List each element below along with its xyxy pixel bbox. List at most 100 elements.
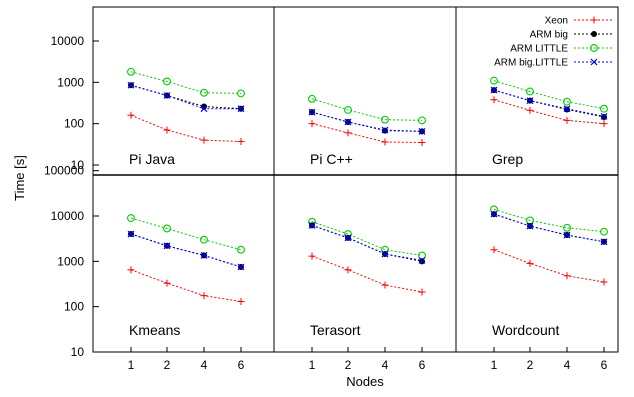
x-tick-label: 2 — [164, 358, 171, 372]
data-point-arm-little — [308, 94, 316, 103]
panel-title: Wordcount — [492, 322, 560, 338]
series-line-arm-little — [311, 221, 423, 256]
data-point-xeon — [418, 288, 426, 296]
data-point-arm-big-little — [418, 256, 426, 264]
panel-title: Grep — [492, 151, 523, 167]
data-point-arm-big-little — [600, 112, 608, 120]
x-axis-label: Nodes — [346, 374, 384, 389]
series-line-arm-little — [493, 80, 605, 110]
data-point-arm-big-little — [308, 221, 316, 229]
y-tick-label: 10 — [71, 158, 85, 172]
data-point-arm-big — [419, 258, 425, 265]
legend-label: ARM big — [530, 30, 568, 41]
data-point-xeon — [163, 126, 171, 134]
y-tick-label: 100 — [64, 300, 84, 314]
data-point-xeon — [526, 106, 534, 114]
data-point-arm-big-little — [237, 105, 245, 113]
panel-wordcount — [490, 205, 608, 286]
series-line-arm-big — [130, 84, 242, 110]
data-point-xeon — [237, 138, 245, 146]
panel-pi-java — [127, 67, 245, 146]
data-point-arm-little — [563, 97, 571, 106]
data-point-xeon — [127, 266, 135, 274]
data-point-arm-big-little — [344, 118, 352, 126]
data-point-arm-little — [381, 115, 389, 124]
series-line-arm-little — [130, 71, 242, 94]
panel-frames — [92, 6, 619, 353]
data-point-arm-little — [200, 88, 208, 97]
data-point-arm-little — [163, 224, 171, 233]
data-point-xeon — [200, 136, 208, 144]
data-point-arm-little — [600, 227, 608, 236]
series-line-arm-big-little — [493, 213, 605, 243]
panel-title: Pi C++ — [310, 151, 353, 167]
data-point-xeon — [200, 292, 208, 300]
data-point-arm-little — [127, 214, 135, 223]
series-line-xeon — [130, 114, 242, 143]
data-point-xeon — [127, 111, 135, 119]
y-tick-label: 100 — [64, 117, 84, 131]
data-point-arm-big-little — [526, 97, 534, 105]
x-tick-label: 1 — [491, 358, 498, 372]
legend-label: ARM big.LITTLE — [494, 58, 568, 69]
data-point-arm-little — [127, 67, 135, 76]
data-point-arm-big-little — [600, 238, 608, 246]
y-tick-label: 10000 — [51, 34, 85, 48]
data-point-xeon — [526, 259, 534, 267]
panel-title: Pi Java — [129, 151, 175, 167]
x-tick-label: 4 — [201, 358, 208, 372]
data-point-xeon — [600, 120, 608, 128]
data-point-arm-little — [418, 116, 426, 125]
data-point-arm-big-little — [308, 108, 316, 116]
data-point-xeon — [563, 116, 571, 124]
data-point-arm-big-little — [163, 92, 171, 99]
series-line-xeon — [493, 99, 605, 125]
data-point-xeon — [490, 96, 498, 104]
legend-marker — [591, 31, 597, 37]
data-point-xeon — [308, 252, 316, 260]
series-line-arm-little — [311, 98, 423, 121]
y-tick-label: 1000 — [57, 75, 84, 89]
panel-kmeans — [127, 214, 245, 306]
y-tick-label: 1000 — [57, 254, 84, 268]
data-point-xeon — [237, 298, 245, 306]
data-point-xeon — [344, 129, 352, 137]
data-series — [127, 67, 608, 306]
data-point-arm-big-little — [526, 222, 534, 230]
panel-title: Kmeans — [129, 322, 180, 338]
data-point-arm-big-little — [200, 105, 208, 113]
data-point-arm-little — [600, 104, 608, 113]
series-line-arm-big-little — [311, 224, 423, 261]
series-line-xeon — [493, 249, 605, 283]
data-point-arm-big-little — [200, 252, 208, 259]
data-point-arm-big-little — [563, 231, 571, 239]
panel-titles: Pi Java Pi C++ Grep Kmeans Terasort Wordcount — [129, 151, 560, 338]
panel-title: Terasort — [310, 322, 361, 338]
data-point-arm-little — [163, 77, 171, 86]
x-tick-label: 6 — [601, 358, 608, 372]
series-line-arm-big-little — [130, 84, 241, 110]
x-tick-label: 4 — [382, 358, 389, 372]
y-axis-label: Time [s] — [12, 155, 27, 201]
data-point-arm-little — [563, 223, 571, 232]
y-tick-label: 100000 — [44, 164, 84, 178]
data-point-xeon — [344, 266, 352, 274]
data-point-xeon — [600, 278, 608, 286]
data-point-xeon — [381, 281, 389, 289]
data-point-arm-little — [344, 105, 352, 114]
legend-marker — [590, 58, 598, 66]
data-point-arm-big-little — [163, 242, 171, 250]
data-point-xeon — [308, 120, 316, 128]
x-tick-label: 6 — [419, 358, 426, 372]
legend-label: ARM LITTLE — [510, 44, 568, 55]
y-tick-label: 10 — [71, 345, 85, 359]
data-point-arm-big-little — [563, 105, 571, 113]
data-point-arm-big-little — [490, 210, 498, 218]
series-line-arm-little — [493, 208, 605, 233]
x-tick-label: 4 — [564, 358, 571, 372]
series-line-arm-big-little — [493, 89, 605, 117]
series-line-arm-big-little — [311, 111, 423, 132]
data-point-arm-big-little — [237, 263, 245, 271]
x-tick-label: 6 — [238, 358, 245, 372]
x-tick-label: 1 — [128, 358, 135, 372]
